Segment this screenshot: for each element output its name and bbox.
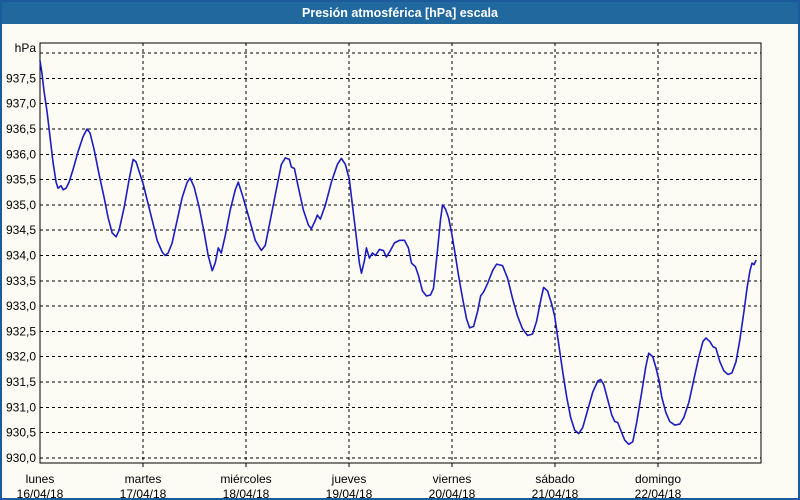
y-tick-label: 932,0	[6, 350, 36, 364]
y-tick-label: 936,5	[6, 122, 36, 136]
x-day-date-label: 19/04/18	[326, 487, 373, 498]
y-tick-label: 930,0	[6, 451, 36, 465]
y-tick-label: 934,0	[6, 249, 36, 263]
y-axis-unit-label: hPa	[15, 41, 37, 55]
y-tick-label: 934,5	[6, 223, 36, 237]
x-day-date-label: 18/04/18	[223, 487, 270, 498]
x-day-name-label: martes	[125, 472, 162, 486]
x-day-name-label: viernes	[433, 472, 472, 486]
x-day-name-label: sábado	[535, 472, 575, 486]
x-day-date-label: 22/04/18	[635, 487, 682, 498]
y-tick-label: 932,5	[6, 324, 36, 338]
y-tick-label: 935,0	[6, 198, 36, 212]
x-day-name-label: miércoles	[220, 472, 271, 486]
x-day-name-label: jueves	[331, 472, 367, 486]
chart-area: 937,5 937,0 936,5 936,0 935,5 935,0 934,5 934,0…	[2, 24, 798, 498]
y-tick-label: 937,5	[6, 71, 36, 85]
plot-border	[39, 42, 762, 464]
pressure-series-line	[39, 59, 757, 446]
x-day-date-label: 20/04/18	[429, 487, 476, 498]
y-tick-label: 931,0	[6, 400, 36, 414]
y-tick-label: 930,5	[6, 426, 36, 440]
y-tick-label: 935,5	[6, 173, 36, 187]
pressure-chart: 937,5 937,0 936,5 936,0 935,5 935,0 934,5 934,0…	[6, 41, 762, 498]
y-tick-label: 933,0	[6, 299, 36, 313]
x-day-name-label: domingo	[635, 472, 681, 486]
y-tick-label: 931,5	[6, 375, 36, 389]
title-bar: Presión atmosférica [hPa] escala	[2, 2, 798, 24]
x-day-date-label: 16/04/18	[17, 487, 64, 498]
x-day-date-label: 17/04/18	[120, 487, 167, 498]
x-day-name-label: lunes	[26, 472, 55, 486]
y-tick-label: 936,0	[6, 147, 36, 161]
chart-title: Presión atmosférica [hPa] escala	[302, 6, 498, 20]
y-tick-label: 937,0	[6, 97, 36, 111]
y-tick-label: 933,5	[6, 274, 36, 288]
x-day-date-label: 21/04/18	[532, 487, 579, 498]
